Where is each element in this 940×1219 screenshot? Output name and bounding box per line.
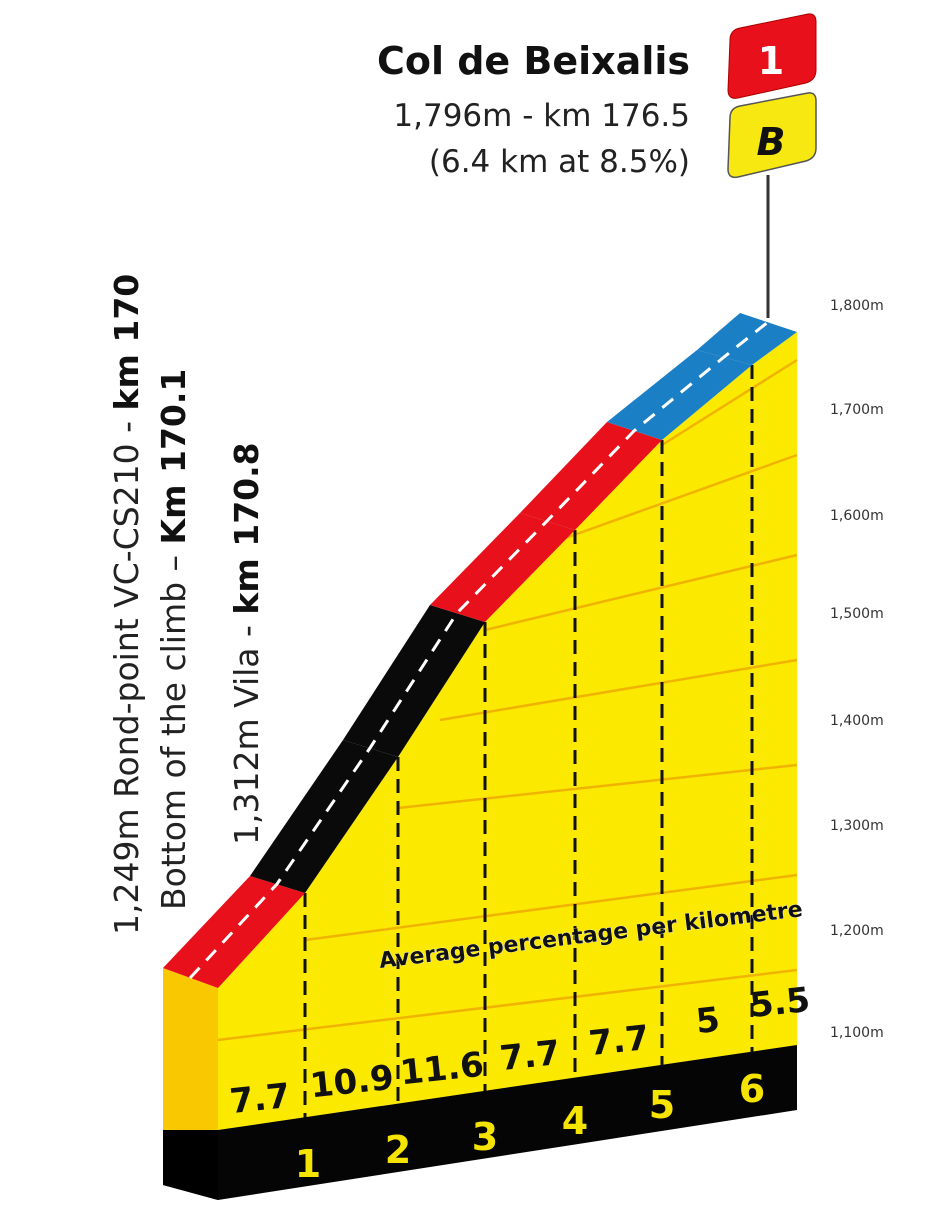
annotation-bottom: Bottom of the climb – Km 170.1	[154, 369, 193, 910]
gridlines	[217, 358, 798, 1042]
segment-pct: 7.7	[587, 1018, 651, 1064]
y-tick: 1,500m	[830, 606, 884, 622]
segment-pct: 7.7	[498, 1033, 562, 1079]
road-ribbon	[163, 313, 797, 988]
annotation-vila: 1,312m Vila - km 170.8	[227, 442, 266, 845]
annotation-start: 1,249m Rond-point VC-CS210 - km 170	[107, 274, 146, 935]
y-tick: 1,300m	[830, 818, 884, 834]
km-marker: 4	[562, 1099, 588, 1143]
category-badge: 1	[758, 39, 784, 83]
profile-side-face	[163, 968, 218, 1130]
summit-name: Col de Beixalis	[377, 39, 690, 83]
road-segment-5	[520, 422, 662, 530]
bonus-flag-icon: B	[727, 92, 817, 179]
segment-pct: 5.5	[748, 980, 812, 1026]
profile-front-face	[218, 332, 797, 1130]
segment-percentages: 7.7 10.9 11.6 7.7 7.7 5 5.5	[228, 980, 812, 1122]
bonus-badge: B	[757, 120, 786, 164]
vertical-annotations: 1,249m Rond-point VC-CS210 - km 170 Bott…	[107, 274, 266, 935]
km-marker: 6	[739, 1067, 765, 1111]
y-tick: 1,800m	[830, 298, 884, 314]
km-markers: 1 2 3 4 5 6	[295, 1067, 765, 1186]
y-tick: 1,400m	[830, 713, 884, 729]
km-marker: 2	[385, 1128, 411, 1172]
y-tick: 1,700m	[830, 402, 884, 418]
km-dividers	[303, 365, 754, 1120]
climb-stats: (6.4 km at 8.5%)	[429, 144, 690, 180]
segment-pct: 10.9	[308, 1058, 396, 1107]
base-band-side	[163, 1130, 218, 1200]
road-segment-2	[250, 740, 398, 893]
km-marker: 1	[295, 1142, 321, 1186]
summit-details: 1,796m - km 176.5	[393, 98, 690, 134]
road-segment-1	[163, 876, 305, 988]
base-band	[163, 1045, 797, 1200]
km-marker: 3	[472, 1115, 498, 1159]
road-segment-6	[607, 350, 752, 440]
segment-pct: 7.7	[228, 1076, 292, 1122]
road-centerline	[188, 320, 769, 980]
y-axis: 1,800m 1,700m 1,600m 1,500m 1,400m 1,300…	[830, 298, 884, 1041]
km-marker: 5	[649, 1083, 675, 1127]
y-tick: 1,200m	[830, 923, 884, 939]
y-tick: 1,600m	[830, 508, 884, 524]
y-tick: 1,100m	[830, 1025, 884, 1041]
segment-pct: 11.6	[398, 1045, 486, 1094]
segment-pct: 5	[694, 1000, 722, 1042]
category-flag-icon: 1	[727, 13, 817, 318]
